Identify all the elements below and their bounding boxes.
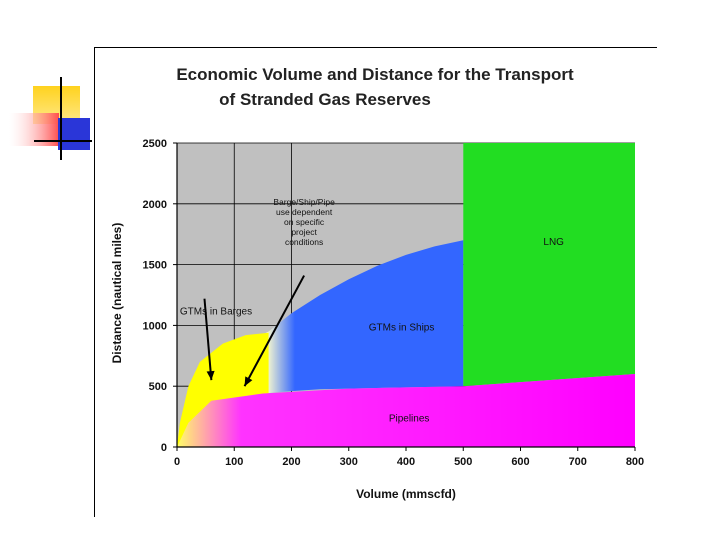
annotation-line: project [291, 227, 317, 237]
x-tick-label: 300 [340, 456, 358, 468]
chart-frame [94, 47, 657, 517]
annotation-line: use dependent [276, 207, 333, 217]
slide-decoration [9, 77, 92, 160]
region-label-gtms-in-barges: GTMs in Barges [180, 306, 252, 317]
arrow-shaft [243, 275, 305, 387]
region-lng [463, 143, 635, 387]
region-label-lng: LNG [543, 237, 564, 248]
arrows [203, 275, 305, 387]
x-tick-label: 0 [174, 456, 180, 468]
annotation-line: on specific [284, 217, 325, 227]
x-tick-label: 100 [225, 456, 243, 468]
annotation-line: conditions [285, 237, 323, 247]
x-tick-label: 700 [569, 456, 587, 468]
x-tick-label: 500 [454, 456, 472, 468]
arrow-head [206, 370, 215, 381]
arrow-shaft [203, 298, 213, 381]
x-tick-label: 800 [626, 456, 644, 468]
annotation-line: Barge/Ship/Pipe [273, 197, 335, 207]
region-labels: LNG GTMs in Ships GTMs in Barges Pipelines B… [180, 197, 564, 424]
y-tick-label: 500 [149, 381, 167, 393]
ticks: 0 100 200 300 400 500 600 700 800 0 500 1000 1500 200… [143, 138, 645, 468]
annotation-note: Barge/Ship/Pipe use dependent on specific p… [273, 197, 335, 247]
y-tick-label: 2500 [143, 138, 167, 150]
x-tick-label: 400 [397, 456, 415, 468]
chart-title-line2: of Stranded Gas Reserves [219, 90, 431, 109]
x-axis-label: Volume (mmscfd) [356, 487, 456, 501]
region-label-gtms-in-ships: GTMs in Ships [369, 322, 435, 333]
decor-blue-square [58, 118, 90, 150]
y-tick-label: 1000 [143, 320, 167, 332]
y-tick-label: 2000 [143, 199, 167, 211]
y-tick-label: 0 [161, 442, 167, 454]
chart-title-line1: Economic Volume and Distance for the Tra… [176, 65, 574, 84]
x-tick-label: 200 [282, 456, 300, 468]
y-axis-label: Distance (nautical miles) [110, 223, 124, 364]
x-tick-label: 600 [511, 456, 529, 468]
region-pipelines [177, 374, 635, 447]
regions [177, 143, 635, 447]
region-gtms-in-ships [222, 240, 464, 401]
arrow-head [244, 376, 253, 387]
y-tick-label: 1500 [143, 260, 167, 272]
region-label-pipelines: Pipelines [389, 413, 430, 424]
